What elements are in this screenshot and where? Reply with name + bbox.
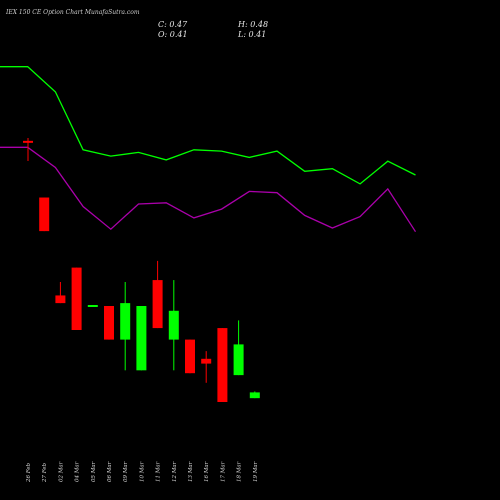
- candle: [55, 282, 66, 304]
- candle-body: [185, 339, 195, 374]
- x-tick-label: 17 Mar: [220, 461, 226, 482]
- candle: [87, 305, 98, 307]
- x-tick-label: 19 Mar: [253, 461, 259, 482]
- candle-body: [71, 267, 82, 330]
- x-tick-label: 27 Feb: [42, 462, 48, 483]
- candle: [185, 339, 195, 374]
- x-tick-label: 13 Mar: [188, 461, 194, 482]
- candle-body: [136, 306, 147, 371]
- x-axis-labels: 26 Feb 27 Feb 02 Mar 04 Mar 05 Mar 06 Mar 09 M…: [26, 461, 259, 483]
- candle-body: [152, 280, 163, 329]
- candle-body: [233, 344, 244, 376]
- close-value: C: 0.47: [158, 20, 188, 29]
- candle: [39, 197, 50, 232]
- candle-body: [55, 295, 66, 304]
- candle: [233, 320, 244, 376]
- candle: [104, 306, 114, 340]
- candle-body: [39, 197, 50, 232]
- high-value: H: 0.48: [238, 20, 269, 29]
- x-tick-label: 10 Mar: [139, 461, 145, 482]
- candle: [168, 280, 179, 371]
- indicator-lines: [0, 66, 417, 233]
- x-tick-label: 26 Feb: [26, 462, 32, 483]
- candle-body: [201, 358, 212, 364]
- open-value: O: 0.41: [158, 30, 188, 39]
- candles: [23, 138, 260, 402]
- candle: [71, 267, 82, 330]
- candle: [249, 391, 260, 399]
- candle: [201, 351, 212, 383]
- x-tick-label: 06 Mar: [107, 461, 113, 482]
- candle-body: [217, 328, 228, 402]
- x-tick-label: 05 Mar: [91, 461, 97, 482]
- candle: [23, 138, 33, 162]
- candle: [136, 306, 147, 371]
- upper-band-line: [0, 66, 416, 185]
- x-tick-label: 16 Mar: [204, 461, 210, 482]
- x-tick-label: 09 Mar: [123, 461, 129, 482]
- x-tick-label: 04 Mar: [75, 461, 81, 482]
- x-tick-label: 02 Mar: [58, 461, 64, 482]
- candle-body: [87, 305, 98, 307]
- candle-body: [23, 140, 33, 143]
- x-tick-label: 12 Mar: [172, 461, 178, 482]
- x-tick-label: 18 Mar: [237, 461, 243, 482]
- candle: [120, 282, 131, 371]
- candle-body: [249, 392, 260, 399]
- lower-band-line: [0, 146, 417, 233]
- low-value: L: 0.41: [238, 30, 267, 39]
- candle-body: [120, 303, 131, 340]
- candle-body: [104, 306, 114, 340]
- candle: [152, 260, 163, 329]
- candle: [217, 328, 228, 402]
- candle-body: [168, 310, 179, 340]
- x-tick-label: 11 Mar: [156, 461, 162, 482]
- chart-title: IEX 150 CE Option Chart MunafaSutra.com: [6, 9, 140, 16]
